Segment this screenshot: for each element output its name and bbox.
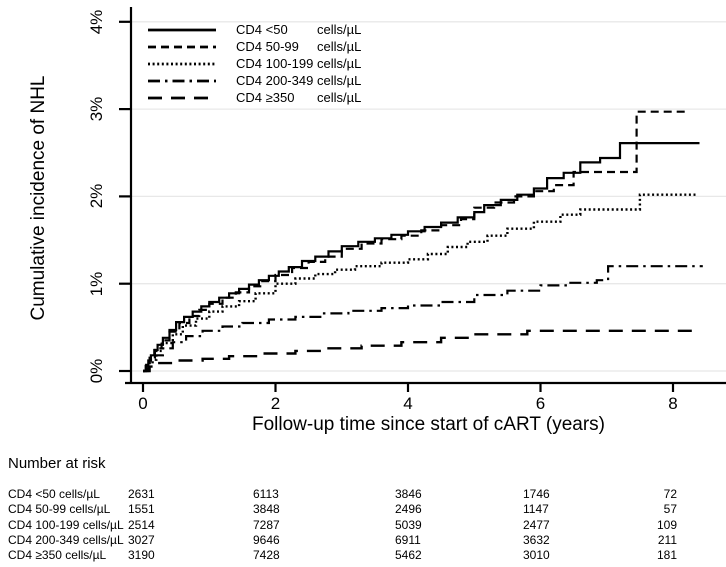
y-tick-label: 0% (87, 358, 106, 384)
legend-row: CD4 <50 cells/µL (148, 21, 361, 38)
risk-count: 5039 (395, 517, 422, 532)
legend-label: CD4 100-199 (236, 56, 314, 71)
risk-count: 3632 (523, 532, 550, 547)
legend-row: CD4 100-199 cells/µL (148, 55, 361, 72)
risk-row-label: CD4 200-349 cells/µL (8, 532, 124, 547)
risk-count: 3848 (253, 502, 280, 517)
risk-count: 7428 (253, 548, 280, 563)
risk-row-label: CD4 ≥350 cells/µL (8, 548, 107, 563)
risk-count: 3010 (523, 548, 550, 563)
curve-cd4-50 (143, 142, 700, 373)
risk-count: 7287 (253, 517, 280, 532)
risk-count: 9646 (253, 532, 280, 547)
legend-line-sample-icon (148, 62, 216, 65)
risk-count: 1147 (523, 502, 549, 517)
risk-count: 72 (663, 487, 677, 501)
y-tick-label: 4% (87, 9, 106, 35)
legend-label: CD4 200-349 (236, 73, 314, 88)
risk-count: 3027 (128, 532, 155, 547)
x-tick-label: 2 (270, 394, 281, 413)
risk-count: 5462 (395, 548, 422, 563)
risk-row-label: CD4 <50 cells/µL (8, 487, 100, 501)
x-tick-label: 4 (403, 394, 413, 413)
risk-row-label: CD4 100-199 cells/µL (8, 517, 124, 532)
x-tick-label: 0 (138, 394, 148, 413)
risk-count: 211 (657, 532, 677, 547)
legend-label: CD4 50-99 (236, 39, 299, 54)
legend-unit: cells/µL (317, 22, 362, 37)
risk-count: 6113 (253, 487, 279, 501)
risk-count: 3846 (395, 487, 422, 501)
curve-cd4-100-199 (143, 193, 697, 373)
legend-unit: cells/µL (317, 90, 362, 105)
x-tick-label: 8 (668, 394, 678, 413)
risk-count: 1551 (128, 502, 155, 517)
legend-label: CD4 <50 (236, 22, 288, 37)
legend-label: CD4 ≥350 (236, 90, 295, 105)
risk-count: 6911 (395, 532, 421, 547)
risk-count: 3190 (128, 548, 155, 563)
y-tick-label: 2% (87, 184, 106, 209)
x-axis-title: Follow-up time since start of cART (year… (251, 414, 605, 435)
risk-count: 57 (663, 502, 677, 517)
legend-row: CD4 200-349 cells/µL (148, 72, 361, 89)
risk-count: 1746 (523, 487, 550, 501)
y-tick-label: 3% (87, 96, 106, 122)
x-tick-label: 6 (535, 394, 546, 413)
legend-unit: cells/µL (317, 39, 362, 54)
risk-row-label: CD4 50-99 cells/µL (8, 502, 111, 517)
legend-line-sample-icon (148, 28, 216, 31)
survival-step-chart (119, 7, 726, 392)
risk-table-heading: Number at risk (8, 455, 106, 472)
risk-count: 181 (656, 548, 677, 563)
y-tick-label: 1% (87, 271, 106, 296)
risk-count: 2631 (128, 487, 155, 501)
legend-line-sample-icon (148, 79, 216, 82)
risk-count: 2496 (395, 502, 422, 517)
curve-cd4-50-99 (143, 110, 687, 373)
legend-line-sample-icon (148, 45, 216, 48)
curve-cd4-350 (143, 329, 700, 373)
legend-row: CD4 50-99 cells/µL (148, 38, 361, 55)
legend-row: CD4 ≥350 cells/µL (148, 89, 361, 106)
risk-count: 2477 (523, 517, 550, 532)
legend-unit: cells/µL (317, 73, 362, 88)
legend-unit: cells/µL (317, 56, 362, 71)
legend: CD4 <50 cells/µL CD4 50-99 cells/µL CD4 100-… (148, 21, 361, 106)
y-axis-title: Cumulative incidence of NHL (28, 75, 49, 321)
curve-cd4-200-349 (143, 265, 703, 373)
risk-count: 2514 (128, 517, 155, 532)
risk-count: 109 (656, 517, 677, 532)
legend-line-sample-icon (148, 96, 216, 99)
